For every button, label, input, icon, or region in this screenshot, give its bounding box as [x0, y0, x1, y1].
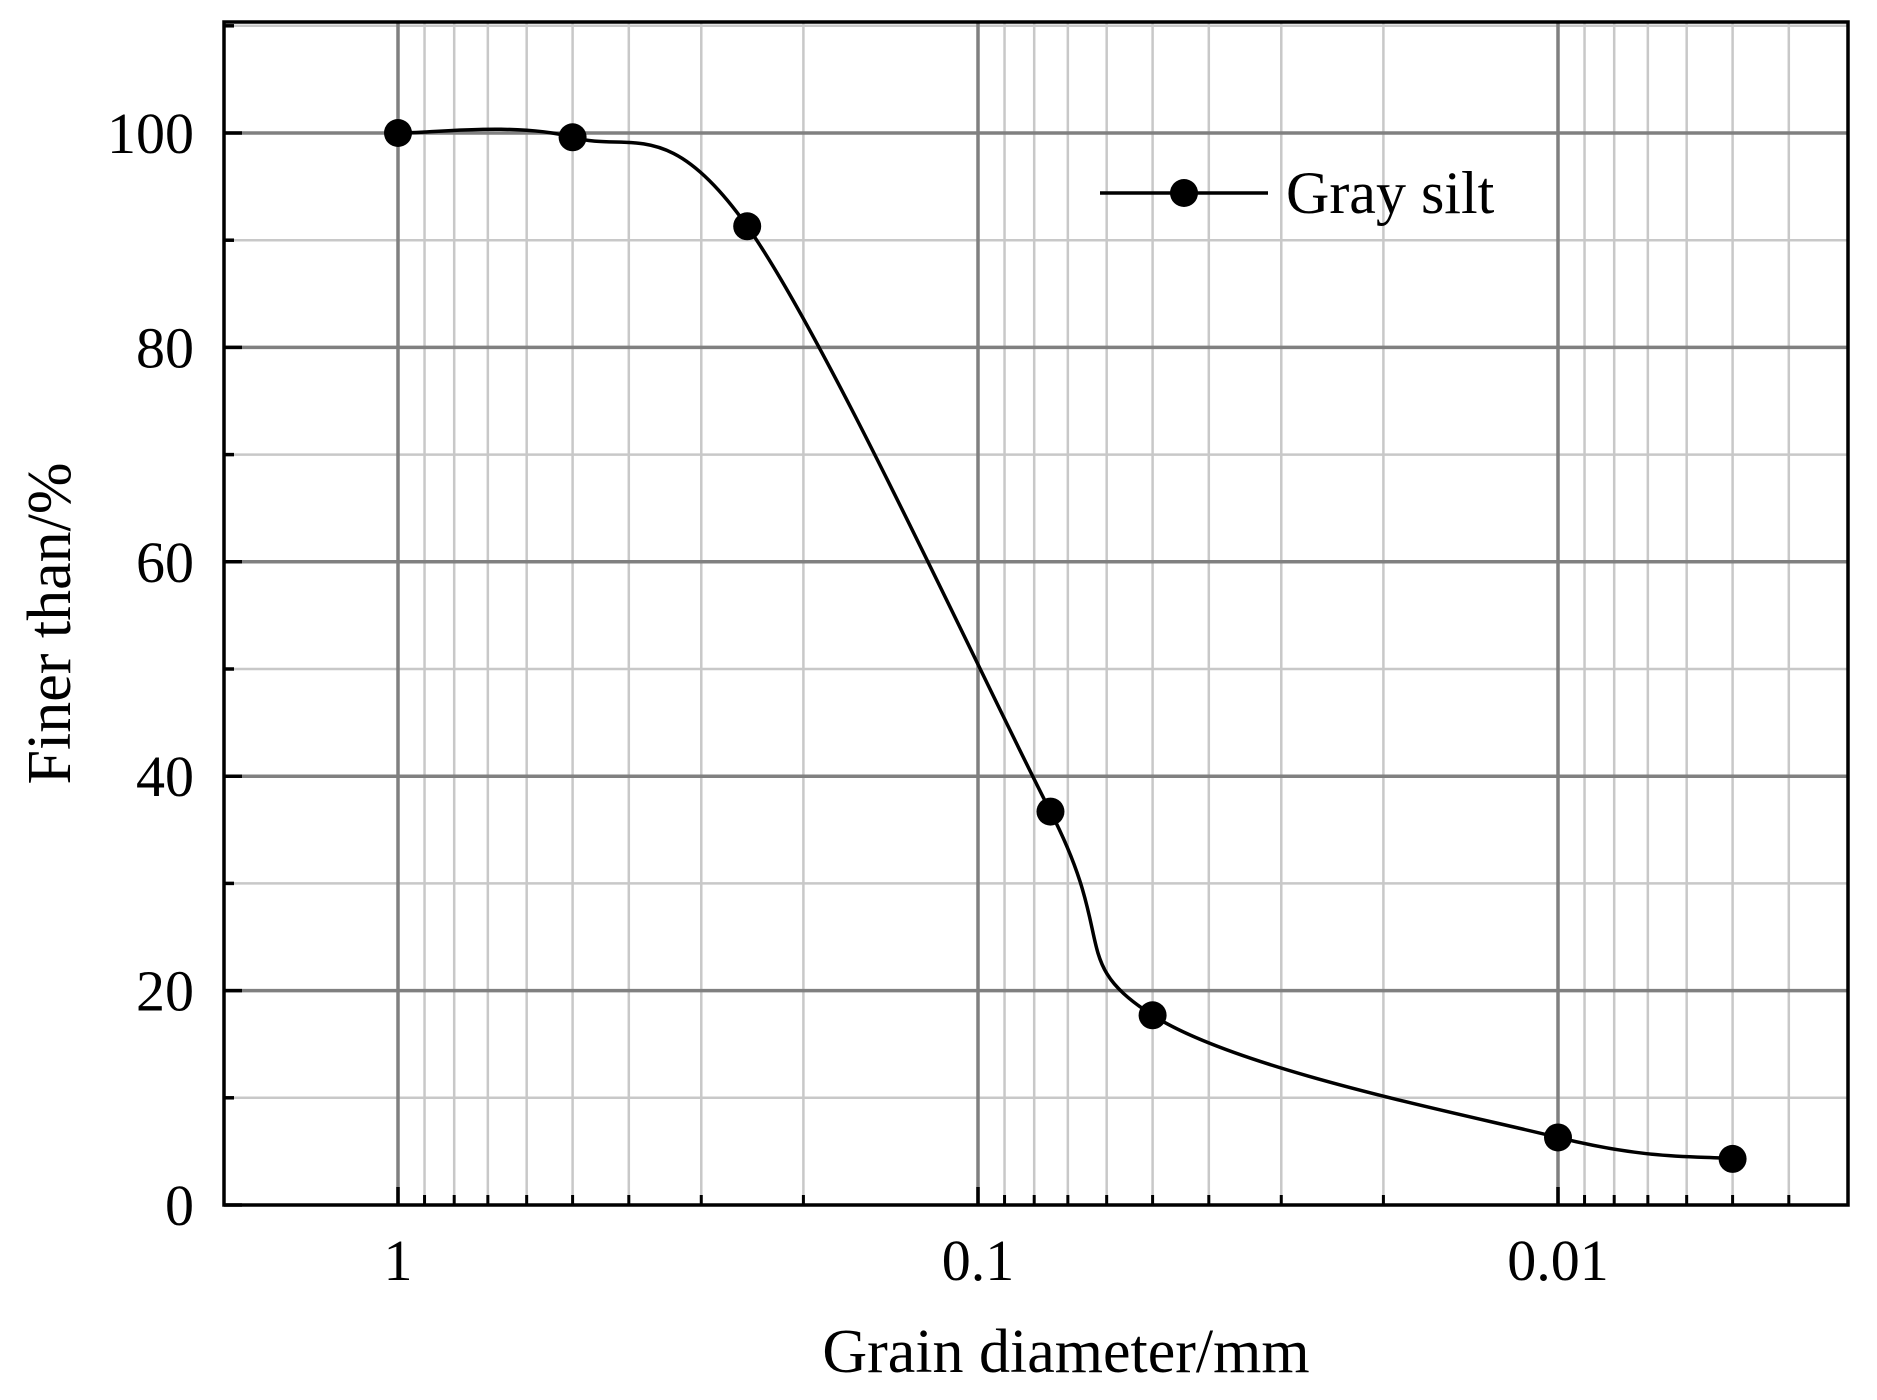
y-axis-title: Finer than/% — [16, 463, 84, 785]
grid-major — [224, 22, 1848, 1205]
y-tick-label: 20 — [136, 959, 194, 1024]
y-tick-label: 100 — [107, 101, 194, 166]
plot-frame — [222, 20, 1850, 1207]
x-tick-label: 0.1 — [942, 1228, 1015, 1293]
series-layer — [384, 119, 1747, 1173]
data-point — [1036, 797, 1065, 826]
y-tick-label: 40 — [136, 744, 194, 809]
grid-minor — [224, 22, 1848, 1205]
y-tick-label: 0 — [165, 1173, 194, 1238]
x-tick-label: 0.01 — [1507, 1228, 1609, 1293]
data-point — [733, 212, 762, 241]
legend-marker — [1170, 179, 1198, 207]
x-tick-labels: 1 0.1 0.01 — [384, 1228, 1609, 1293]
data-point — [1544, 1123, 1572, 1152]
data-point — [1138, 1001, 1167, 1030]
legend-label: Gray silt — [1286, 160, 1495, 226]
x-tick-label: 1 — [384, 1228, 413, 1293]
data-point — [1718, 1144, 1747, 1173]
y-tick-label: 80 — [136, 315, 194, 380]
y-tick-labels: 0 20 40 60 80 100 — [107, 101, 194, 1238]
x-axis-title: Grain diameter/mm — [822, 1318, 1309, 1386]
data-point — [384, 119, 412, 147]
legend: Gray silt — [1100, 160, 1495, 226]
y-tick-label: 60 — [136, 530, 194, 595]
data-point — [558, 123, 587, 152]
